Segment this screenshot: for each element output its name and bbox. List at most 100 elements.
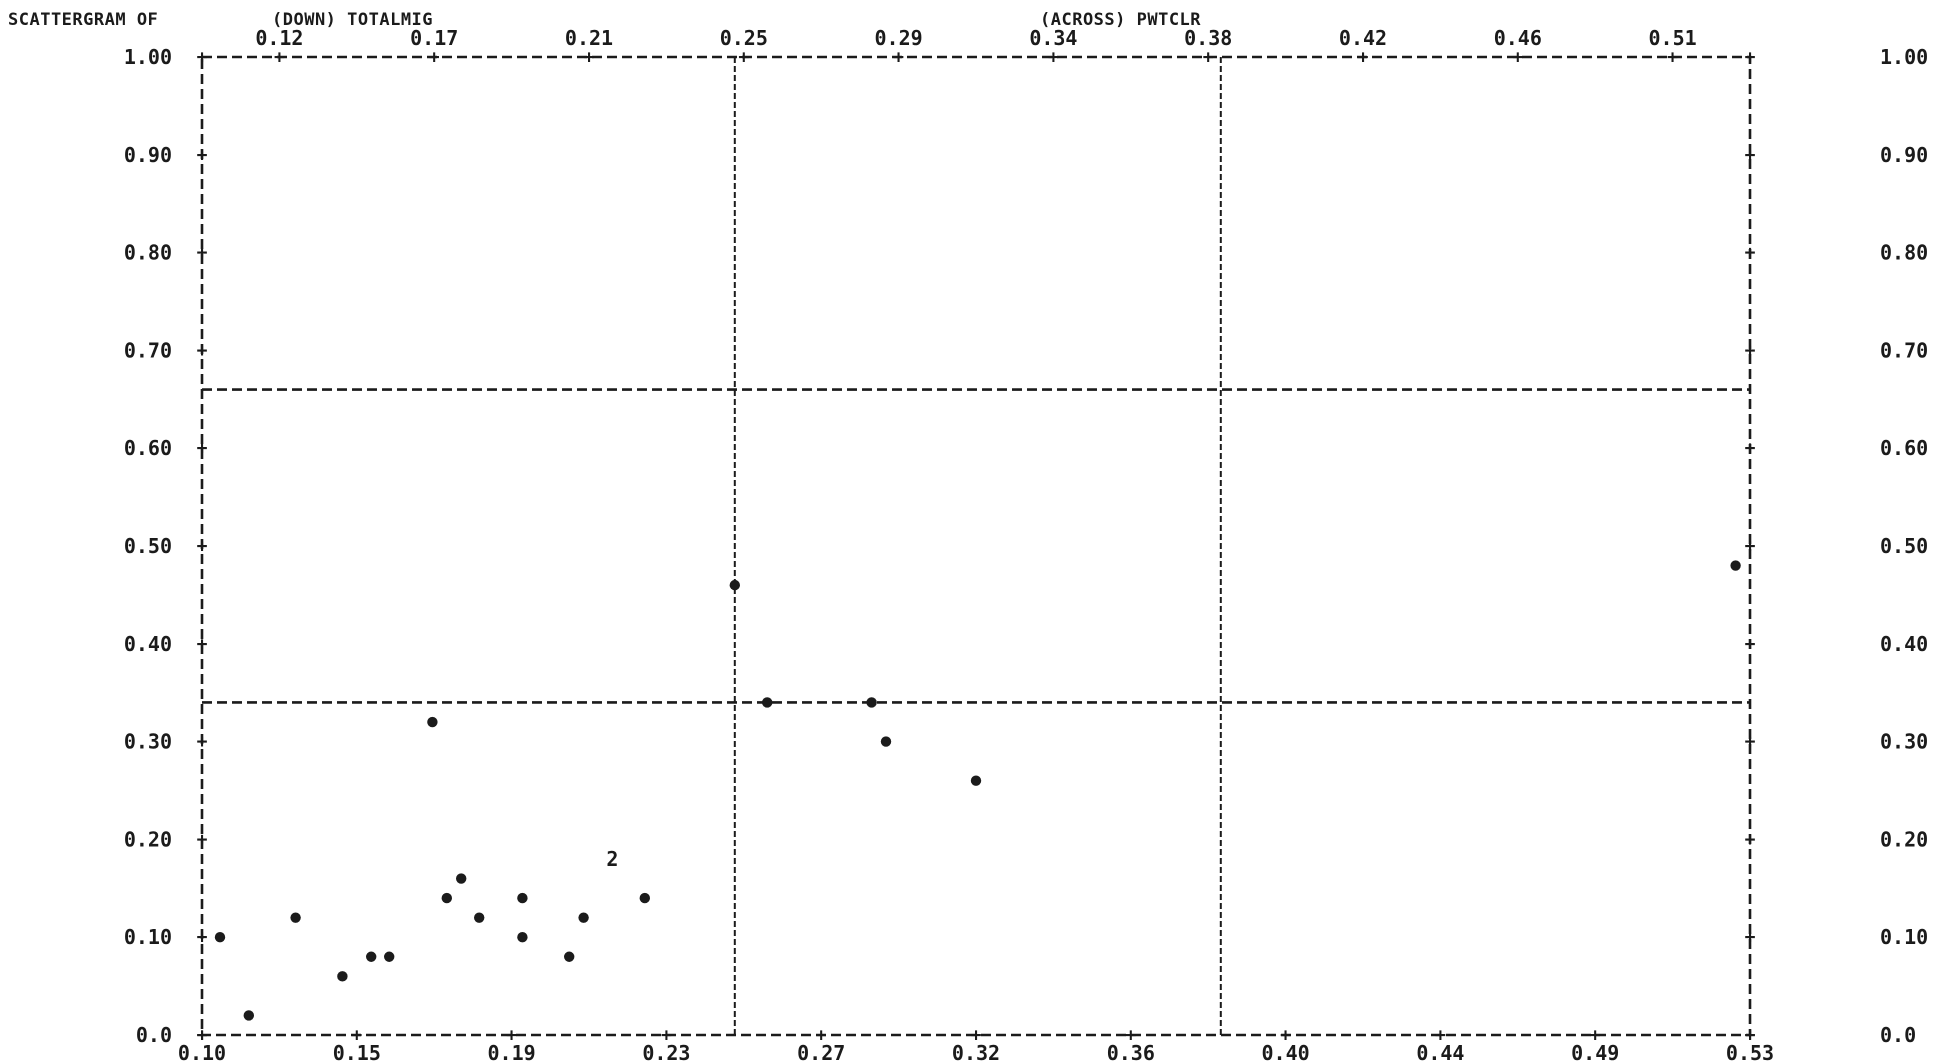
y-right-tick-label: 0.70 <box>1880 338 1928 362</box>
x-top-tick-label: 0.42 <box>1339 26 1387 50</box>
y-right-tick-label: 0.80 <box>1880 241 1928 265</box>
x-top-tick-label: 0.25 <box>720 26 768 50</box>
x-top-tick-label: 0.38 <box>1184 26 1232 50</box>
data-point <box>517 892 528 904</box>
tick-mark: + <box>1745 829 1756 850</box>
data-point <box>639 892 650 904</box>
tick-mark: + <box>1590 1025 1601 1046</box>
x-top-tick-label: 0.29 <box>875 26 923 50</box>
tick-mark: + <box>1745 340 1756 361</box>
x-top-tick-label: 0.51 <box>1649 26 1697 50</box>
data-point <box>441 892 452 904</box>
y-left-tick-labels: 1.00 +0.90 +0.80 +0.70 +0.60 +0.50 +0.40 +0.30 +… <box>124 45 208 1047</box>
data-point <box>456 873 467 884</box>
tick-mark: + <box>893 47 904 68</box>
tick-mark: + <box>1745 1025 1756 1046</box>
data-points: 2 <box>214 560 1741 1021</box>
y-left-tick-label: 0.0 <box>136 1023 172 1047</box>
tick-mark: + <box>738 47 749 68</box>
x-bottom-tick-label: 0.19 <box>488 1041 536 1061</box>
tick-mark: + <box>197 438 208 459</box>
tick-mark: + <box>1745 732 1756 753</box>
data-point <box>762 697 773 708</box>
y-right-tick-label: 0.30 <box>1880 730 1928 754</box>
y-right-tick-label: 0.10 <box>1880 925 1928 949</box>
x-bottom-tick-label: 0.15 <box>333 1041 381 1061</box>
tick-mark: + <box>1203 47 1214 68</box>
tick-mark: + <box>584 47 595 68</box>
tick-mark: + <box>197 732 208 753</box>
x-bottom-tick-label: 0.10 <box>178 1041 226 1061</box>
y-right-tick-labels: 1.00 +0.90 +0.80 +0.70 +0.60 +0.50 +0.40 +0.30 +… <box>1745 45 1929 1047</box>
x-top-tick-label: 0.12 <box>255 26 303 50</box>
tick-mark: + <box>1745 243 1756 264</box>
reference-lines <box>202 57 1750 1035</box>
x-top-tick-label: 0.21 <box>565 26 613 50</box>
data-point <box>366 951 377 962</box>
tick-mark: + <box>197 243 208 264</box>
tick-mark: + <box>197 1025 208 1046</box>
tick-mark: + <box>1745 47 1756 68</box>
data-point <box>970 775 982 786</box>
tick-mark: + <box>429 47 440 68</box>
x-bottom-tick-label: 0.40 <box>1262 1041 1310 1061</box>
tick-mark: + <box>1745 927 1756 948</box>
chart-title-prefix: SCATTERGRAM OF <box>8 10 158 30</box>
tick-mark: + <box>1745 634 1756 655</box>
tick-mark: + <box>816 1025 827 1046</box>
y-left-tick-label: 0.90 <box>124 143 172 167</box>
tick-mark: + <box>1745 145 1756 166</box>
tick-mark: + <box>506 1025 517 1046</box>
data-point <box>384 951 395 962</box>
y-variable-label: (DOWN) TOTALMIG <box>272 10 433 30</box>
y-left-tick-label: 0.80 <box>124 241 172 265</box>
tick-mark: + <box>197 927 208 948</box>
y-left-tick-label: 1.00 <box>124 45 172 69</box>
data-point <box>564 951 575 962</box>
data-point <box>290 912 301 923</box>
tick-mark: + <box>1745 536 1756 557</box>
plot-frame <box>200 55 1752 1037</box>
tick-mark: + <box>971 1025 982 1046</box>
y-right-tick-label: 1.00 <box>1880 45 1928 69</box>
x-variable-label: (ACROSS) PWTCLR <box>1040 10 1201 30</box>
tick-mark: + <box>351 1025 362 1046</box>
tick-mark: + <box>197 145 208 166</box>
data-point <box>880 736 892 747</box>
tick-mark: + <box>661 1025 672 1046</box>
y-right-tick-label: 0.50 <box>1880 534 1928 558</box>
y-right-tick-label: 0.20 <box>1880 827 1928 851</box>
y-left-tick-label: 0.10 <box>124 925 172 949</box>
y-left-tick-label: 0.50 <box>124 534 172 558</box>
data-point <box>517 932 528 943</box>
data-point <box>474 912 485 923</box>
x-top-tick-label: 0.34 <box>1029 26 1077 50</box>
tick-mark: + <box>1280 1025 1291 1046</box>
x-bottom-tick-label: 0.44 <box>1416 1041 1464 1061</box>
tick-mark: + <box>197 536 208 557</box>
tick-mark: + <box>1745 1025 1756 1046</box>
x-bottom-tick-label: 0.36 <box>1107 1041 1155 1061</box>
data-point <box>729 579 740 591</box>
tick-mark: + <box>1512 47 1523 68</box>
y-right-tick-label: 0.40 <box>1880 632 1928 656</box>
data-point <box>243 1010 254 1021</box>
y-left-tick-label: 0.70 <box>124 338 172 362</box>
data-point-count: 2 <box>606 847 618 871</box>
data-point <box>214 932 226 943</box>
tick-mark: + <box>197 340 208 361</box>
tick-mark: + <box>197 634 208 655</box>
data-point <box>337 971 348 982</box>
x-bottom-tick-labels: 0.10+0.15+0.19+0.23+0.27+0.32+0.36+0.40+… <box>178 1025 1774 1061</box>
x-bottom-tick-label: 0.27 <box>797 1041 845 1061</box>
tick-mark: + <box>1358 47 1369 68</box>
y-right-tick-label: 0.60 <box>1880 436 1928 460</box>
tick-mark: + <box>197 47 208 68</box>
x-bottom-tick-label: 0.32 <box>952 1041 1000 1061</box>
x-bottom-tick-label: 0.53 <box>1726 1041 1774 1061</box>
y-right-tick-label: 0.90 <box>1880 143 1928 167</box>
tick-mark: + <box>1435 1025 1446 1046</box>
tick-mark: + <box>197 1025 208 1046</box>
tick-mark: + <box>1667 47 1678 68</box>
